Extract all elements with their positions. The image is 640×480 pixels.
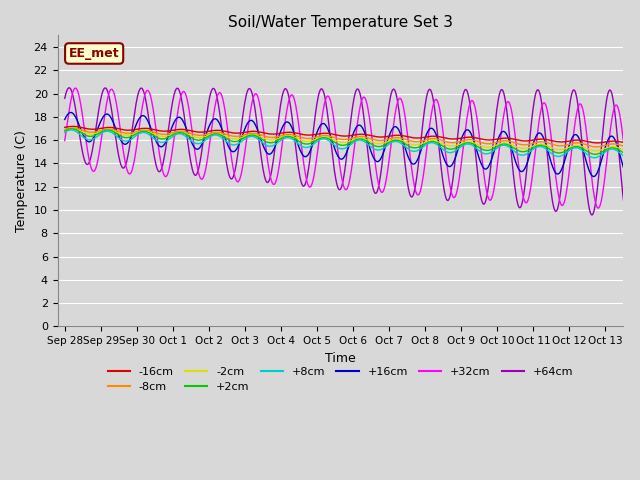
Y-axis label: Temperature (C): Temperature (C)	[15, 130, 28, 232]
X-axis label: Time: Time	[325, 352, 356, 365]
Text: EE_met: EE_met	[69, 47, 120, 60]
Legend: -16cm, -8cm, -2cm, +2cm, +8cm, +16cm, +32cm, +64cm: -16cm, -8cm, -2cm, +2cm, +8cm, +16cm, +3…	[103, 362, 578, 396]
Title: Soil/Water Temperature Set 3: Soil/Water Temperature Set 3	[228, 15, 453, 30]
